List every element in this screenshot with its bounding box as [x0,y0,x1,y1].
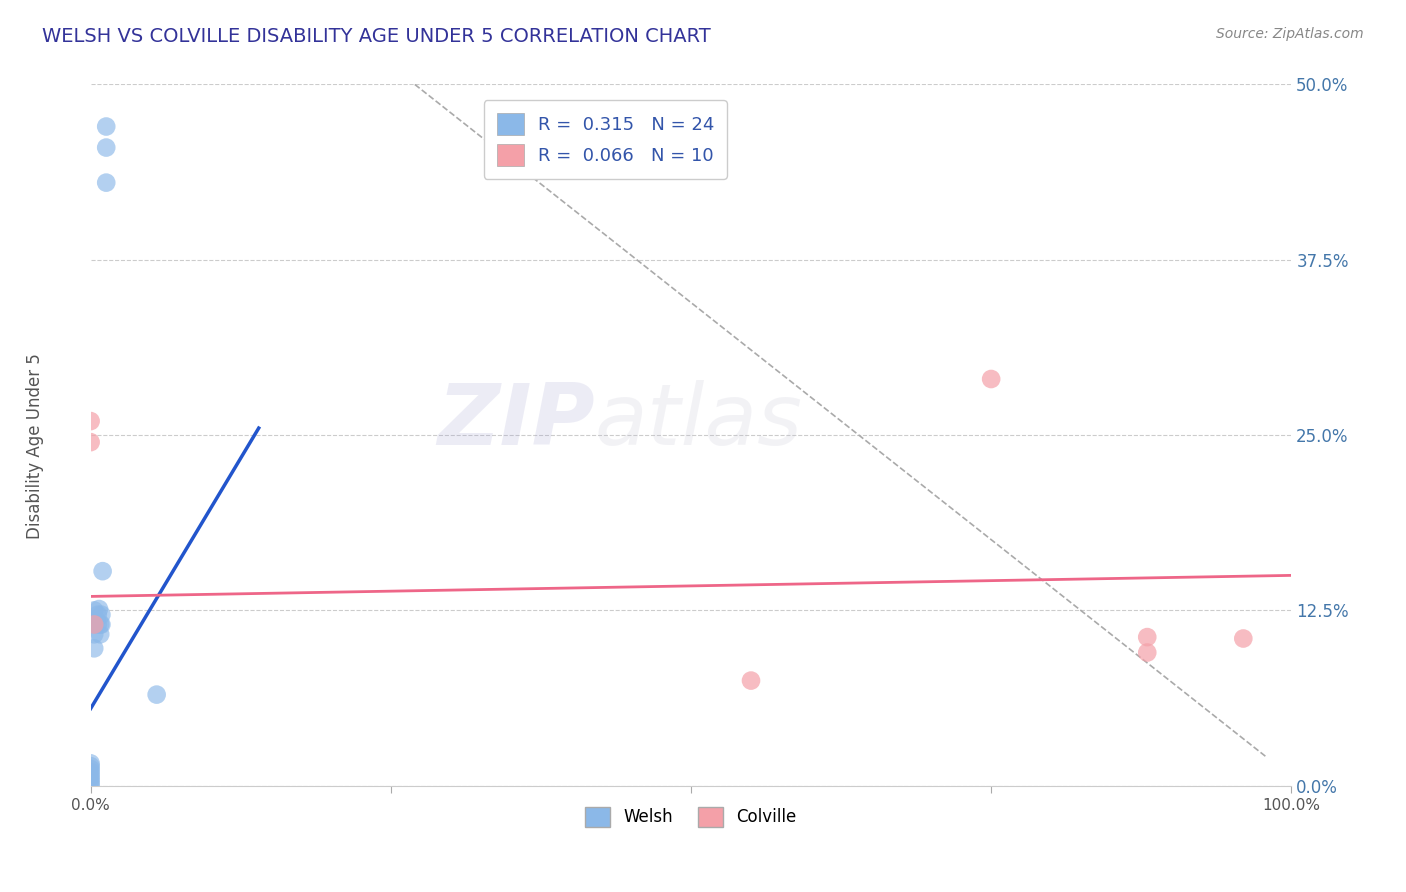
Point [79,756,101,771]
Text: WELSH VS COLVILLE DISABILITY AGE UNDER 5 CORRELATION CHART: WELSH VS COLVILLE DISABILITY AGE UNDER 5… [42,27,711,45]
Point [79,770,101,784]
Point [79,764,101,779]
Text: Disability Age Under 5: Disability Age Under 5 [27,353,44,539]
Point [980,372,1002,386]
Point [87,607,110,622]
Point [79,759,101,773]
Point [89,617,111,632]
Point [145,688,167,702]
Point [79,767,101,781]
Point [91,564,114,578]
Legend: Welsh, Colville: Welsh, Colville [578,800,803,833]
Point [83,613,105,627]
Point [1232,632,1254,646]
Point [79,779,101,793]
Point [86,613,108,627]
Point [79,435,101,450]
Point [87,617,110,632]
Point [83,617,105,632]
Point [87,602,110,616]
Point [89,627,111,641]
Text: atlas: atlas [595,380,803,463]
Point [96,140,118,154]
Point [96,120,118,134]
Point [83,603,105,617]
Point [83,627,105,641]
Point [79,773,101,788]
Point [96,176,118,190]
Point [79,762,101,776]
Text: Source: ZipAtlas.com: Source: ZipAtlas.com [1216,27,1364,41]
Point [79,414,101,428]
Point [90,607,112,622]
Point [740,673,762,688]
Point [90,617,112,632]
Point [79,776,101,790]
Text: ZIP: ZIP [437,380,595,463]
Point [1136,630,1159,644]
Point [83,641,105,656]
Point [1136,646,1159,660]
Point [83,617,105,632]
